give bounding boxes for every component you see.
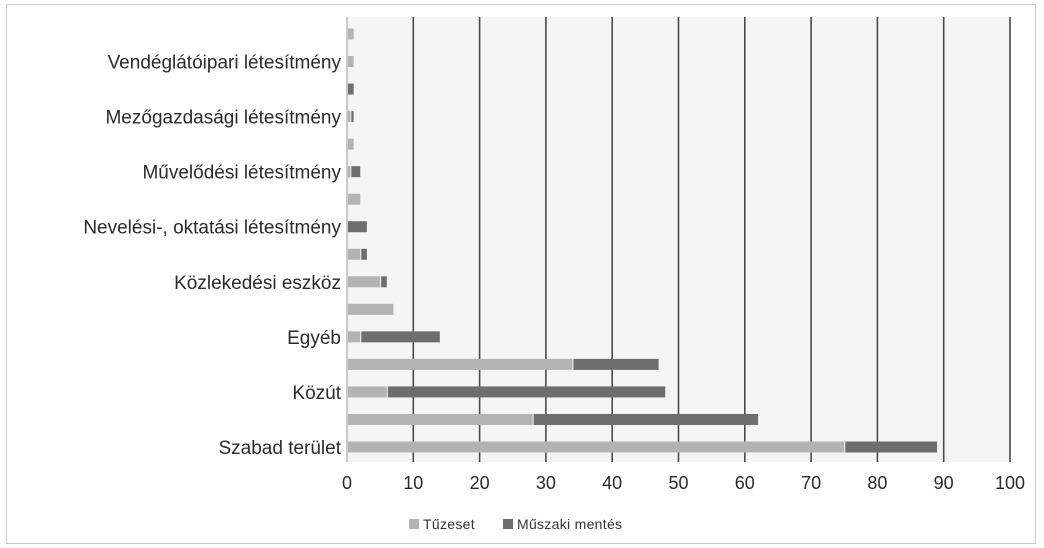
x-tick-label: 90 [934,473,954,493]
bar-tuzeset-13 [348,386,387,398]
x-tick-label: 20 [470,473,490,493]
bar-muszaki-mentes-7 [348,221,367,233]
bar-tuzeset-15 [348,441,845,453]
bar-muszaki-mentes-15 [845,441,938,453]
bar-muszaki-mentes-13 [387,386,666,398]
bar-muszaki-mentes-9 [381,276,387,288]
legend-label-muszaki-mentes: Műszaki mentés [517,516,622,532]
x-tick-label: 0 [342,473,352,493]
bar-muszaki-mentes-2 [348,83,354,95]
bar-tuzeset-10 [348,303,394,315]
bar-muszaki-mentes-14 [533,413,759,425]
bar-tuzeset-1 [348,56,354,68]
x-tick-label: 80 [867,473,887,493]
category-label: Szabad terület [218,438,341,459]
bar-muszaki-mentes-8 [361,248,367,260]
category-label: Vendéglátóipari létesítmény [108,53,342,74]
stacked-bar-chart: Vendéglátóipari létesítmény Mezőgazdasági… [83,17,1025,532]
category-label: Mezőgazdasági létesítmény [105,108,341,129]
x-tick-label: 40 [602,473,622,493]
bar-tuzeset-5 [348,166,351,178]
legend: Tűzeset Műszaki mentés [409,516,622,532]
bar-tuzeset-9 [348,276,381,288]
category-label: Közút [292,383,341,404]
bar-tuzeset-12 [348,358,573,370]
category-label: Közlekedési eszköz [174,273,341,294]
x-tick-label: 60 [735,473,755,493]
x-tick-label: 50 [668,473,688,493]
x-tick-label: 30 [536,473,556,493]
bar-tuzeset-14 [348,413,533,425]
x-tick-label: 100 [995,473,1025,493]
x-tick-label: 70 [801,473,821,493]
bars [348,28,938,453]
bar-muszaki-mentes-12 [573,358,659,370]
category-label: Nevelési-, oktatási létesítmény [83,218,341,239]
bar-tuzeset-11 [348,331,361,343]
bar-tuzeset-4 [348,138,354,150]
category-label: Egyéb [287,328,341,349]
x-tick-label: 10 [403,473,423,493]
x-tick-labels: 0 10 20 30 40 50 60 70 80 90 100 [342,473,1025,493]
category-labels: Vendéglátóipari létesítmény Mezőgazdasági… [83,53,341,459]
bar-tuzeset-3 [348,111,351,123]
bar-muszaki-mentes-11 [361,331,440,343]
category-label: Művelődési létesítmény [142,163,341,184]
bar-muszaki-mentes-5 [351,166,361,178]
legend-swatch-tuzeset [409,519,419,529]
bar-muszaki-mentes-3 [351,111,354,123]
bar-tuzeset-8 [348,248,361,260]
bar-tuzeset-6 [348,193,361,205]
chart-frame: Vendéglátóipari létesítmény Mezőgazdasági… [6,4,1036,544]
legend-label-tuzeset: Tűzeset [423,516,475,532]
bar-tuzeset-0 [348,28,354,40]
legend-swatch-muszaki-mentes [503,519,513,529]
gridlines [346,17,1011,462]
